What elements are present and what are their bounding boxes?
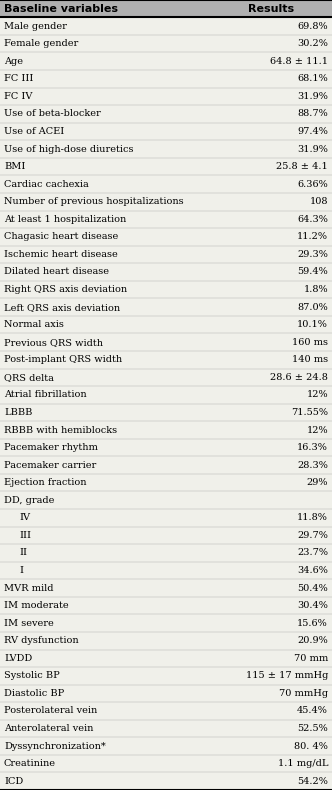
Text: LVDD: LVDD	[4, 654, 32, 663]
Text: Anterolateral vein: Anterolateral vein	[4, 724, 93, 733]
Text: RBBB with hemiblocks: RBBB with hemiblocks	[4, 426, 117, 434]
Text: Male gender: Male gender	[4, 21, 67, 31]
Text: 23.7%: 23.7%	[297, 548, 328, 558]
Text: Post-implant QRS width: Post-implant QRS width	[4, 356, 122, 364]
Text: RV dysfunction: RV dysfunction	[4, 636, 79, 645]
Text: Use of beta-blocker: Use of beta-blocker	[4, 110, 101, 118]
Text: 20.9%: 20.9%	[297, 636, 328, 645]
Text: 64.8 ± 11.1: 64.8 ± 11.1	[270, 57, 328, 66]
Text: 59.4%: 59.4%	[297, 268, 328, 276]
Text: 115 ± 17 mmHg: 115 ± 17 mmHg	[246, 672, 328, 680]
Text: 71.55%: 71.55%	[291, 408, 328, 417]
Text: 70 mmHg: 70 mmHg	[279, 689, 328, 698]
Text: Diastolic BP: Diastolic BP	[4, 689, 64, 698]
Text: 30.2%: 30.2%	[297, 40, 328, 48]
Text: DD, grade: DD, grade	[4, 496, 54, 505]
Text: 54.2%: 54.2%	[297, 777, 328, 786]
Text: 87.0%: 87.0%	[297, 303, 328, 311]
Text: 52.5%: 52.5%	[297, 724, 328, 733]
Text: Use of high-dose diuretics: Use of high-dose diuretics	[4, 145, 133, 153]
Text: Normal axis: Normal axis	[4, 320, 64, 329]
Text: 80. 4%: 80. 4%	[294, 742, 328, 750]
Text: I: I	[19, 566, 23, 575]
Text: Dyssynchronization*: Dyssynchronization*	[4, 742, 106, 750]
Text: FC IV: FC IV	[4, 92, 32, 101]
Text: Chagasic heart disease: Chagasic heart disease	[4, 232, 118, 242]
Text: 69.8%: 69.8%	[297, 21, 328, 31]
Text: Posterolateral vein: Posterolateral vein	[4, 706, 97, 716]
Text: Number of previous hospitalizations: Number of previous hospitalizations	[4, 198, 184, 206]
Text: FC III: FC III	[4, 74, 33, 83]
Text: Right QRS axis deviation: Right QRS axis deviation	[4, 285, 127, 294]
Text: Creatinine: Creatinine	[4, 759, 56, 768]
Text: II: II	[19, 548, 27, 558]
Text: 29%: 29%	[306, 478, 328, 487]
Bar	[0, 0, 332, 17]
Text: Use of ACEI: Use of ACEI	[4, 127, 64, 136]
Text: 29.3%: 29.3%	[297, 250, 328, 259]
Text: 108: 108	[309, 198, 328, 206]
Text: 12%: 12%	[306, 390, 328, 400]
Text: IV: IV	[19, 514, 30, 522]
Text: 25.8 ± 4.1: 25.8 ± 4.1	[276, 162, 328, 171]
Text: Cardiac cachexia: Cardiac cachexia	[4, 179, 89, 189]
Text: Dilated heart disease: Dilated heart disease	[4, 268, 109, 276]
Text: 45.4%: 45.4%	[297, 706, 328, 716]
Text: Systolic BP: Systolic BP	[4, 672, 60, 680]
Text: Female gender: Female gender	[4, 40, 78, 48]
Text: Left QRS axis deviation: Left QRS axis deviation	[4, 303, 120, 311]
Text: 31.9%: 31.9%	[297, 92, 328, 101]
Text: Ischemic heart disease: Ischemic heart disease	[4, 250, 118, 259]
Text: LBBB: LBBB	[4, 408, 32, 417]
Text: 12%: 12%	[306, 426, 328, 434]
Text: Pacemaker rhythm: Pacemaker rhythm	[4, 443, 98, 452]
Text: At least 1 hospitalization: At least 1 hospitalization	[4, 215, 126, 224]
Text: 70 mm: 70 mm	[294, 654, 328, 663]
Text: 50.4%: 50.4%	[297, 584, 328, 592]
Text: 11.8%: 11.8%	[297, 514, 328, 522]
Text: 28.3%: 28.3%	[297, 461, 328, 469]
Text: 29.7%: 29.7%	[297, 531, 328, 540]
Text: BMI: BMI	[4, 162, 25, 171]
Text: 31.9%: 31.9%	[297, 145, 328, 153]
Text: 11.2%: 11.2%	[297, 232, 328, 242]
Text: QRS delta: QRS delta	[4, 373, 54, 382]
Text: 16.3%: 16.3%	[297, 443, 328, 452]
Text: 160 ms: 160 ms	[292, 337, 328, 347]
Text: IM severe: IM severe	[4, 619, 54, 628]
Text: MVR mild: MVR mild	[4, 584, 53, 592]
Text: 64.3%: 64.3%	[297, 215, 328, 224]
Text: ICD: ICD	[4, 777, 23, 786]
Text: Atrial fibrillation: Atrial fibrillation	[4, 390, 87, 400]
Text: 88.7%: 88.7%	[297, 110, 328, 118]
Text: Age: Age	[4, 57, 23, 66]
Text: III: III	[19, 531, 31, 540]
Text: 6.36%: 6.36%	[297, 179, 328, 189]
Text: 1.8%: 1.8%	[303, 285, 328, 294]
Text: 68.1%: 68.1%	[297, 74, 328, 83]
Text: Previous QRS width: Previous QRS width	[4, 337, 103, 347]
Text: 34.6%: 34.6%	[297, 566, 328, 575]
Text: 28.6 ± 24.8: 28.6 ± 24.8	[270, 373, 328, 382]
Text: Pacemaker carrier: Pacemaker carrier	[4, 461, 96, 469]
Text: Results: Results	[248, 4, 293, 13]
Text: 10.1%: 10.1%	[297, 320, 328, 329]
Text: Ejection fraction: Ejection fraction	[4, 478, 86, 487]
Text: 1.1 mg/dL: 1.1 mg/dL	[278, 759, 328, 768]
Text: 30.4%: 30.4%	[297, 601, 328, 610]
Text: 140 ms: 140 ms	[292, 356, 328, 364]
Text: 15.6%: 15.6%	[297, 619, 328, 628]
Text: IM moderate: IM moderate	[4, 601, 69, 610]
Text: 97.4%: 97.4%	[297, 127, 328, 136]
Text: Baseline variables: Baseline variables	[4, 4, 118, 13]
